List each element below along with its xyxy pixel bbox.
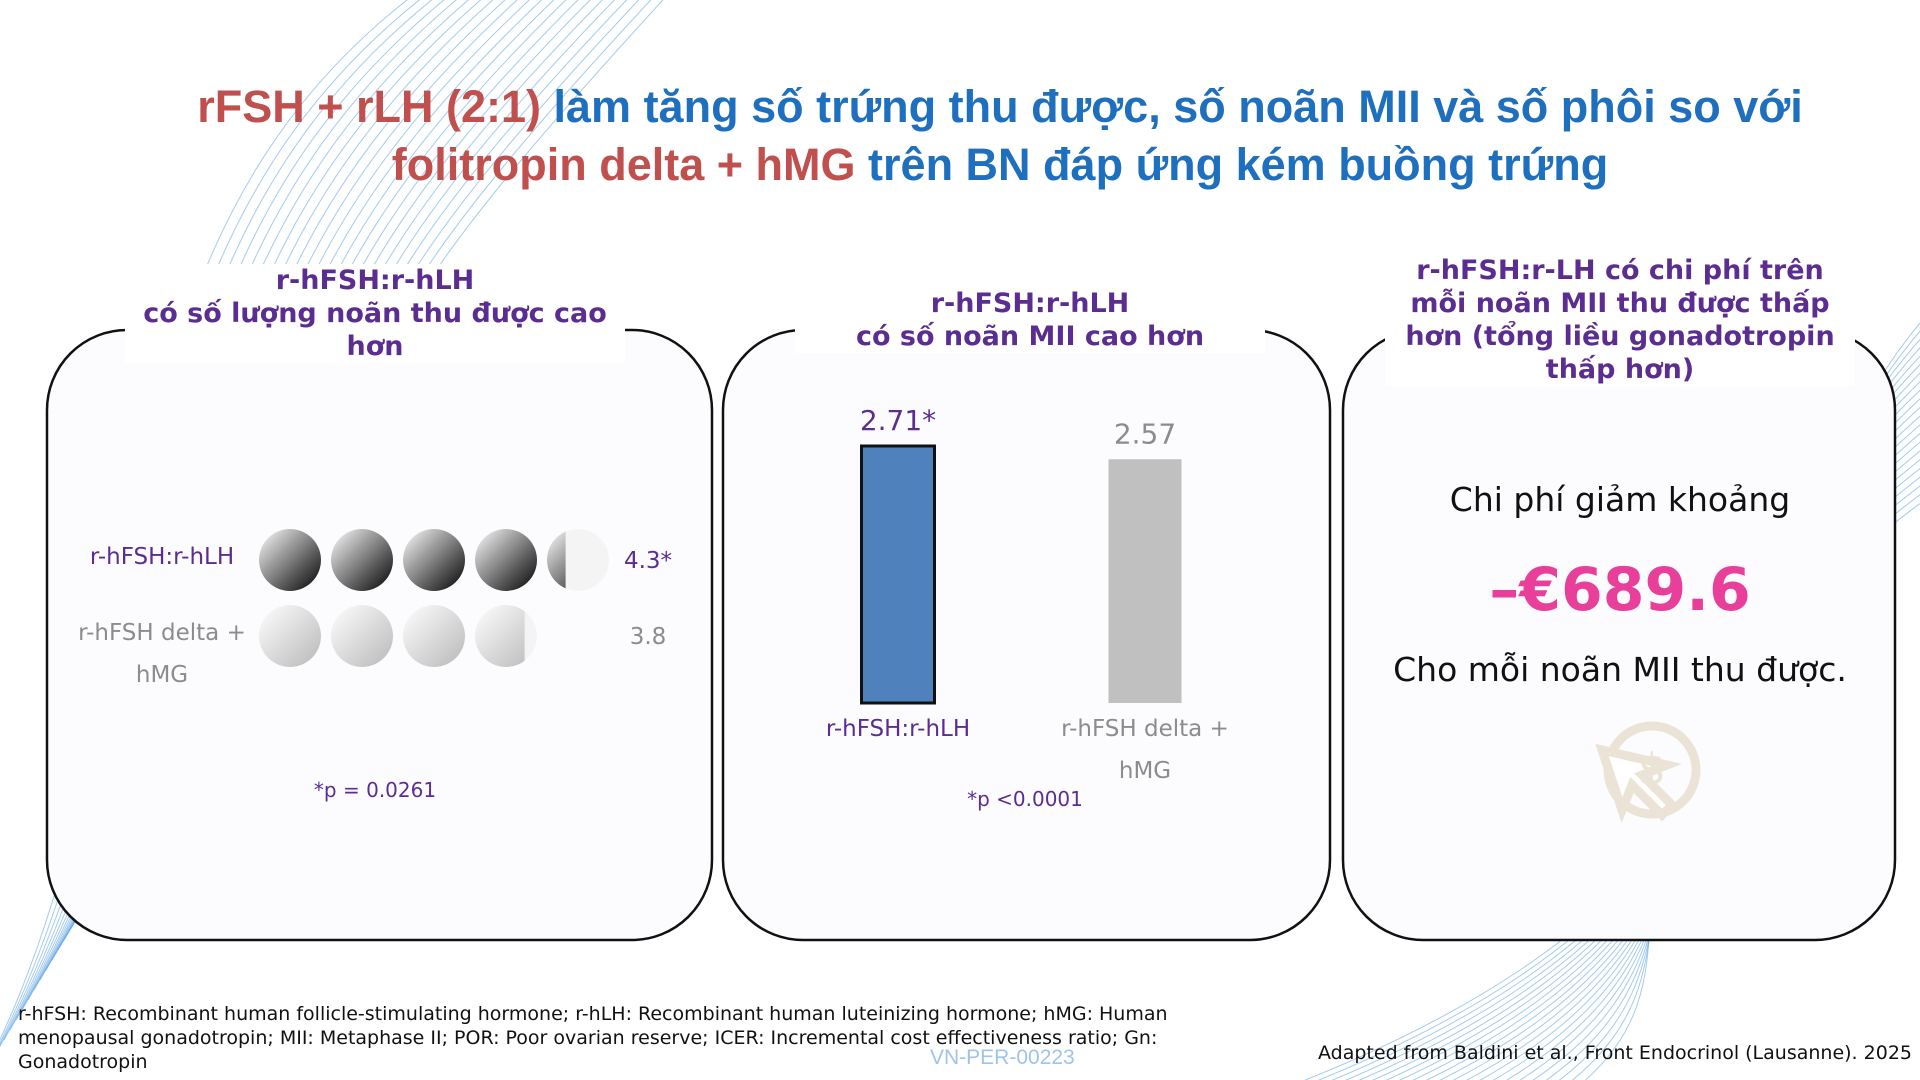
panel-title: r-hFSH:r-hLH có số lượng noãn thu được c… bbox=[125, 264, 625, 363]
pictogram-unit bbox=[547, 531, 566, 589]
slide-title: rFSH + rLH (2:1) làm tăng số trứng thu đ… bbox=[150, 78, 1850, 194]
pictogram-unit bbox=[475, 605, 525, 667]
panel-frame bbox=[1341, 328, 1897, 942]
cost-line: Cho mỗi noãn MII thu được. bbox=[1393, 650, 1847, 689]
pictogram-unit bbox=[331, 529, 393, 591]
category-label: r-hFSH:r-hLH bbox=[825, 716, 971, 742]
annotation: *p = 0.0261 bbox=[313, 778, 437, 802]
pictogram-unit bbox=[259, 605, 321, 667]
category-label: r-hFSH:r-hLH bbox=[89, 544, 235, 570]
panel-title: r-hFSH:r-LH có chi phí trên mỗi noãn MII… bbox=[1385, 254, 1855, 386]
category-label: r-hFSH delta + hMG bbox=[1061, 716, 1229, 784]
cost-amount: –€689.6 bbox=[1489, 555, 1751, 625]
annotation: *p <0.0001 bbox=[967, 787, 1083, 811]
title-part: folitropin delta + hMG bbox=[391, 139, 856, 190]
panel-frame bbox=[721, 328, 1332, 942]
pictogram-unit bbox=[331, 605, 393, 667]
panel-title-line: r-hFSH:r-hLH bbox=[930, 288, 1130, 319]
source: Adapted from Baldini et al., Front Endoc… bbox=[1318, 1042, 1912, 1064]
title-part: trên BN đáp ứng kém buồng trứng bbox=[868, 139, 1609, 190]
pictogram-row bbox=[259, 605, 537, 667]
panel-title-line: r-hFSH:r-hLH bbox=[275, 265, 475, 296]
panel-title-line: có số noãn MII cao hơn bbox=[855, 321, 1205, 352]
value-label: 2.71* bbox=[860, 404, 936, 437]
pictogram-row bbox=[259, 529, 609, 591]
bar bbox=[1108, 459, 1182, 703]
panel-title: r-hFSH:r-hLH có số noãn MII cao hơn bbox=[795, 287, 1265, 353]
pictogram-unit bbox=[259, 529, 321, 591]
document-code: VN-PER-00223 bbox=[930, 1046, 1075, 1069]
value-label: 2.57 bbox=[1114, 417, 1176, 450]
bar bbox=[860, 444, 936, 705]
pictogram-unit bbox=[403, 529, 465, 591]
panel-title-line: có số lượng noãn thu được cao hơn bbox=[143, 298, 607, 362]
cost-line: Chi phí giảm khoảng bbox=[1449, 480, 1791, 519]
svg-text:$: $ bbox=[1638, 744, 1666, 795]
value-label: 3.8 bbox=[630, 624, 667, 650]
title-part: rFSH + rLH (2:1) bbox=[197, 81, 542, 132]
title-part: làm tăng số trứng thu được, số noãn MII … bbox=[553, 81, 1803, 132]
value-label: 4.3* bbox=[624, 548, 672, 574]
category-label: r-hFSH delta + hMG bbox=[78, 620, 246, 688]
pictogram-unit bbox=[475, 529, 537, 591]
pictogram-unit bbox=[403, 605, 465, 667]
footnote: r-hFSH: Recombinant human follicle-stimu… bbox=[18, 1003, 1168, 1073]
cost-icon: $ bbox=[1595, 721, 1701, 824]
